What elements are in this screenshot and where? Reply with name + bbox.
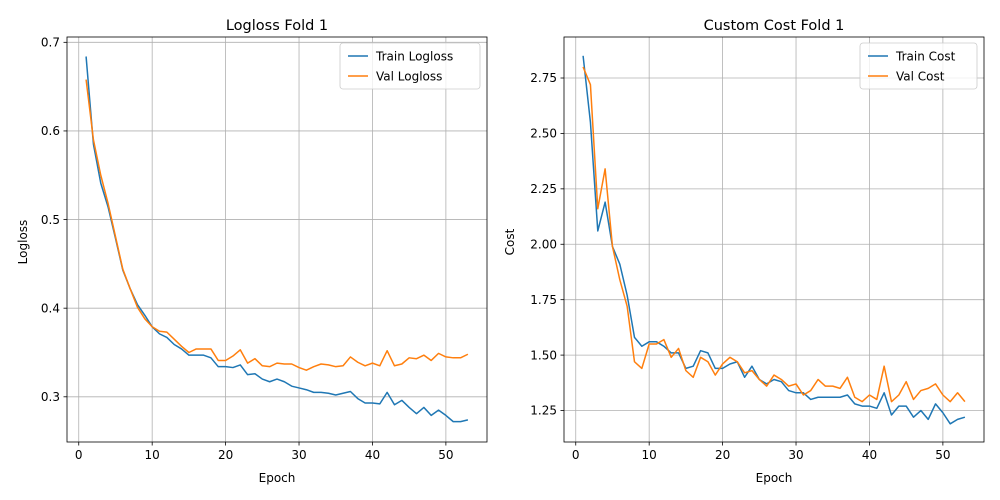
y-tick-label: 0.3	[41, 390, 60, 404]
series-line-train-logloss	[85, 56, 469, 423]
legend-box	[339, 42, 481, 90]
legend-label: Train Cost	[895, 49, 956, 63]
chart-title: Logloss Fold 1	[226, 18, 328, 34]
x-tick-label: 40	[365, 448, 380, 462]
series-line-val-cost	[582, 66, 966, 403]
x-tick-label: 50	[935, 448, 950, 462]
plot-frame	[66, 36, 488, 443]
legend-label: Val Logloss	[376, 69, 442, 83]
series-line-val-logloss	[85, 79, 469, 371]
y-tick-label: 2.75	[530, 71, 557, 85]
legend-box	[859, 42, 978, 90]
series-layer	[582, 55, 966, 425]
y-tick-label: 0.4	[41, 301, 60, 315]
y-axis-label: Cost	[503, 228, 517, 255]
y-tick-label: 2.25	[530, 182, 557, 196]
x-tick-label: 30	[788, 448, 803, 462]
axis-ticks: 0 10 20 30 40 50 1.25 1.50 1.75 2.00 2.25 2.50 2.75	[530, 71, 950, 462]
axis-ticks: 0 10 20 30 40 50 0.3 0.4 0.5 0.6 0.7	[41, 36, 454, 462]
series-line-train-cost	[582, 55, 966, 425]
y-tick-label: 0.6	[41, 124, 60, 138]
y-tick-label: 0.7	[41, 36, 60, 50]
x-tick-label: 0	[572, 448, 580, 462]
x-tick-label: 10	[145, 448, 160, 462]
y-tick-label: 1.75	[530, 293, 557, 307]
x-tick-label: 20	[715, 448, 730, 462]
y-tick-label: 2.00	[530, 237, 557, 251]
y-tick-label: 1.50	[530, 348, 557, 362]
chart-title: Custom Cost Fold 1	[704, 18, 845, 34]
x-tick-label: 20	[218, 448, 233, 462]
legend: Train Logloss Val Logloss	[339, 42, 481, 90]
y-axis-label: Logloss	[16, 220, 30, 265]
grid-lines	[67, 37, 487, 442]
legend-label: Val Cost	[896, 69, 945, 83]
y-tick-label: 2.50	[530, 127, 557, 141]
x-axis-label: Epoch	[756, 471, 793, 485]
legend-label: Train Logloss	[375, 49, 453, 63]
x-tick-label: 30	[291, 448, 306, 462]
x-tick-label: 10	[642, 448, 657, 462]
x-tick-label: 40	[862, 448, 877, 462]
legend: Train Cost Val Cost	[859, 42, 978, 90]
custom-cost-chart: Custom Cost Fold 1 0 10 20 30 40 50 1.25 1.50 1.…	[503, 18, 985, 485]
x-tick-label: 0	[75, 448, 83, 462]
x-axis-label: Epoch	[259, 471, 296, 485]
logloss-chart: Logloss Fold 1 0 10 20 30 40 50 0.3 0.4 0.5 0.6 0.…	[16, 18, 488, 485]
x-tick-label: 50	[438, 448, 453, 462]
y-tick-label: 1.25	[530, 404, 557, 418]
series-layer	[85, 56, 469, 423]
plot-frame	[563, 36, 985, 443]
y-tick-label: 0.5	[41, 213, 60, 227]
